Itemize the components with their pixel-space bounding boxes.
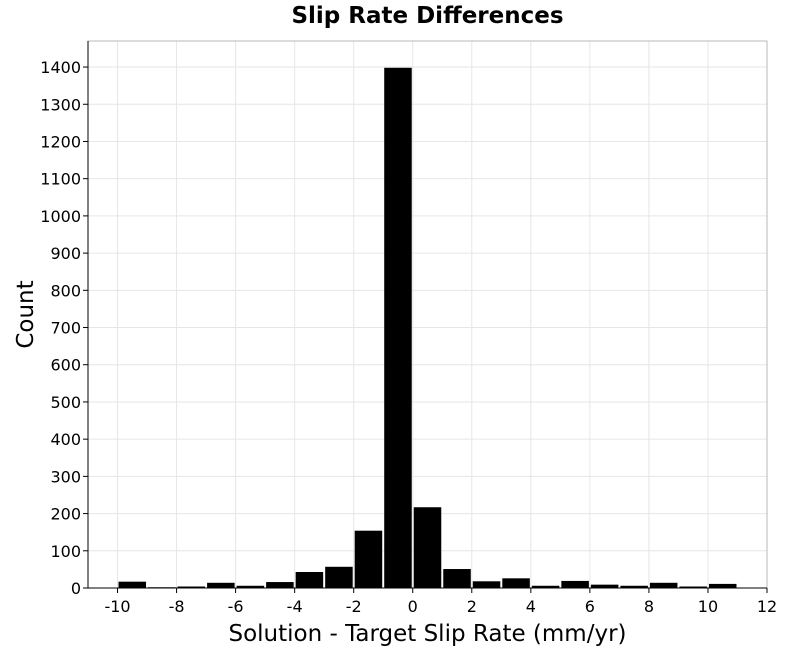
plot-frame xyxy=(87,40,768,589)
grid xyxy=(88,41,767,588)
x-tick-label: 10 xyxy=(698,597,718,616)
x-tick-label: -2 xyxy=(346,597,362,616)
histogram-bar xyxy=(207,582,235,588)
y-axis-title: Count xyxy=(13,280,39,348)
x-tick-label: -4 xyxy=(287,597,303,616)
histogram-bar xyxy=(502,578,530,588)
x-tick-label: -6 xyxy=(228,597,244,616)
x-tick-label: 0 xyxy=(408,597,418,616)
bars xyxy=(118,67,737,588)
y-tick-label: 300 xyxy=(50,467,81,486)
histogram-bar xyxy=(177,586,206,588)
y-tick-label: 1300 xyxy=(40,95,81,114)
x-tick-label: 8 xyxy=(644,597,654,616)
y-tick-label: 500 xyxy=(50,393,81,412)
x-tick-label: -8 xyxy=(169,597,185,616)
histogram-bar xyxy=(679,586,707,588)
histogram-bar xyxy=(413,507,442,588)
y-tick-label: 100 xyxy=(50,542,81,561)
x-tick-label: 2 xyxy=(467,597,477,616)
y-tick-label: 1000 xyxy=(40,207,81,226)
y-tick-label: 600 xyxy=(50,356,81,375)
y-tick-label: 900 xyxy=(50,244,81,263)
histogram-bar xyxy=(118,581,147,588)
histogram-bar xyxy=(590,584,619,588)
histogram-bar xyxy=(649,582,678,588)
x-axis-ticks: -10 -8 -6 -4 -2 0 2 4 6 8 10 12 xyxy=(104,588,777,616)
histogram-bar xyxy=(384,67,412,588)
histogram-bar xyxy=(472,581,501,588)
x-axis-title: Solution - Target Slip Rate (mm/yr) xyxy=(229,621,627,647)
histogram-bar xyxy=(266,582,294,588)
x-tick-label: 4 xyxy=(526,597,536,616)
histogram-bar xyxy=(708,583,737,588)
y-tick-label: 800 xyxy=(50,281,81,300)
x-tick-label: -10 xyxy=(104,597,130,616)
y-tick-label: 700 xyxy=(50,319,81,338)
x-tick-label: 6 xyxy=(585,597,595,616)
histogram-bar xyxy=(531,585,560,588)
histogram-bar xyxy=(325,566,353,588)
x-tick-label: 12 xyxy=(757,597,777,616)
y-axis-ticks: 0 100 200 300 400 500 600 700 800 900 1000 1100 1200… xyxy=(40,58,88,598)
histogram-bar xyxy=(236,585,265,588)
y-tick-label: 0 xyxy=(71,579,81,598)
histogram-bar xyxy=(295,571,324,588)
y-tick-label: 1100 xyxy=(40,170,81,189)
y-tick-label: 1400 xyxy=(40,58,81,77)
y-tick-label: 400 xyxy=(50,430,81,449)
histogram-bar xyxy=(620,585,648,588)
chart-title: Slip Rate Differences xyxy=(291,3,563,29)
y-tick-label: 1200 xyxy=(40,132,81,151)
histogram-bar xyxy=(443,569,471,588)
y-tick-label: 200 xyxy=(50,505,81,524)
histogram-bar xyxy=(354,530,383,588)
histogram-bar xyxy=(561,580,589,588)
